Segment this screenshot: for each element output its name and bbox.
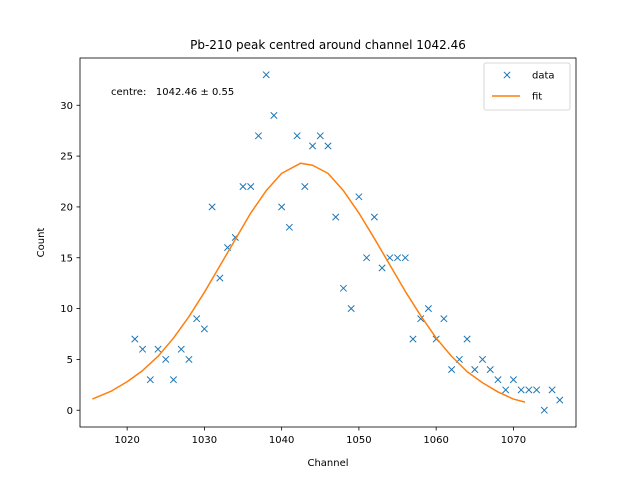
data-point [162,355,170,363]
data-point [301,183,309,191]
data-point [154,345,162,353]
legend: data fit [483,62,571,111]
data-point [509,376,517,384]
legend-label-fit: fit [532,92,542,103]
data-point [324,142,332,150]
data-point [556,396,564,404]
data-point [185,355,193,363]
data-point [208,203,216,211]
y-tick-label: 10 [60,304,73,315]
data-point [533,386,541,394]
plot-area [92,71,564,414]
data-point [378,264,386,272]
data-point [486,366,494,374]
data-point [131,335,139,343]
axes-frame [79,57,577,428]
data-point [363,254,371,262]
x-tick-label: 1040 [269,435,294,446]
data-point [502,386,510,394]
x-axis-label: Channel [307,458,348,469]
axis-ticks: 1020 1030 1040 1050 1060 1070 0 5 10 15 20 25 30 [60,101,526,446]
data-point [463,335,471,343]
x-tick-label: 1030 [192,435,217,446]
data-point [177,345,185,353]
fit-curve [92,162,526,403]
data-point [200,325,208,333]
data-point [146,376,154,384]
data-point [540,406,548,414]
data-point [169,376,178,384]
x-tick-label: 1050 [346,435,371,446]
data-point [409,335,417,343]
data-point [370,213,378,221]
data-point [332,213,340,221]
data-point [254,132,263,140]
legend-label-data: data [532,71,555,82]
data-point [247,183,255,191]
data-point [262,71,270,79]
data-point [471,366,479,374]
data-point [293,132,301,140]
data-point [478,355,487,363]
y-tick-label: 25 [60,152,73,163]
data-point [440,315,448,323]
data-point [548,386,556,394]
legend-box [483,62,571,111]
data-point [316,132,324,140]
data-point [355,193,363,201]
data-point [401,254,409,262]
data-point [139,345,147,353]
x-tick-label: 1060 [423,435,448,446]
x-tick-label: 1070 [501,435,526,446]
legend-marker-data [503,71,511,79]
x-tick-label: 1020 [114,435,139,446]
centre-annotation: centre: 1042.46 ± 0.55 [111,87,234,98]
data-point [308,142,317,150]
data-point [239,183,247,191]
data-point [270,111,278,119]
y-tick-label: 0 [67,406,73,417]
y-axis-label: Count [36,228,47,258]
data-point [285,223,293,231]
data-point [347,305,355,313]
data-point [216,274,224,282]
data-point [278,203,286,211]
data-point [517,386,525,394]
data-point [417,315,425,323]
y-tick-label: 15 [60,253,73,264]
chart-title: Pb-210 peak centred around channel 1042.… [190,38,466,52]
data-point [494,376,502,384]
data-point [193,315,201,323]
y-tick-label: 30 [60,101,73,112]
data-point [448,366,456,374]
data-point [393,254,402,262]
y-tick-label: 5 [67,355,73,366]
data-point [525,386,533,394]
data-point [339,284,348,292]
data-point [424,305,432,313]
y-tick-label: 20 [60,203,73,214]
